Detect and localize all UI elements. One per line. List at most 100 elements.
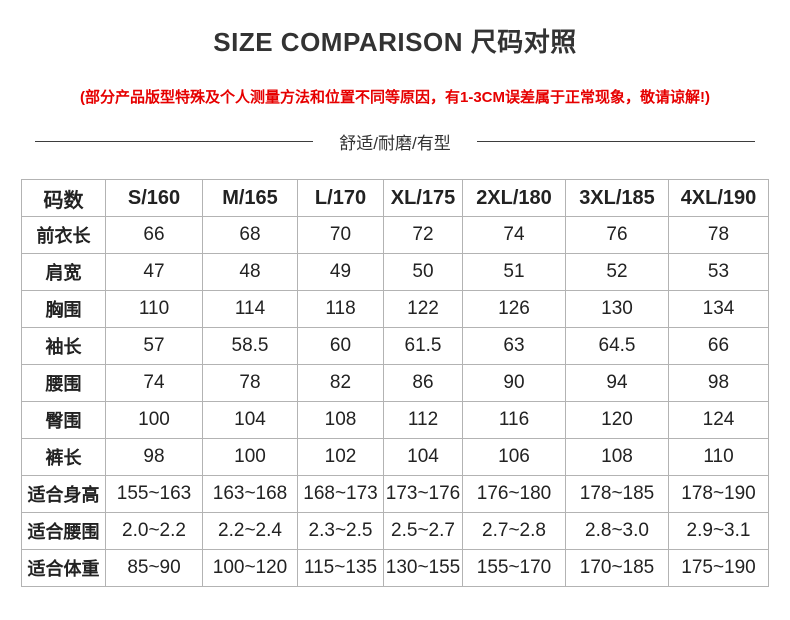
cell-value: 175~190 — [668, 549, 769, 587]
cell-value: 110 — [668, 438, 769, 476]
cell-value: 51 — [462, 253, 566, 291]
cell-value: 74 — [105, 364, 203, 402]
cell-value: 155~170 — [462, 549, 566, 587]
row-label: 袖长 — [21, 327, 106, 365]
table-row: 适合体重 85~90 100~120 115~135 130~155 155~170 170… — [21, 549, 769, 587]
cell-value: 98 — [105, 438, 203, 476]
column-header: 4XL/190 — [668, 179, 769, 217]
table-row: 肩宽 47 48 49 50 51 52 53 — [21, 253, 769, 291]
size-tolerance-note: (部分产品版型特殊及个人测量方法和位置不同等原因，有1-3CM误差属于正常现象，… — [80, 89, 710, 106]
cell-value: 82 — [297, 364, 384, 402]
corner-header: 码数 — [21, 179, 106, 217]
cell-value: 163~168 — [202, 475, 298, 513]
divider-line-right — [476, 141, 756, 142]
cell-value: 48 — [202, 253, 298, 291]
cell-value: 47 — [105, 253, 203, 291]
size-comparison-table: 码数 S/160 M/165 L/170 XL/175 2XL/180 3XL/185 4XL… — [21, 179, 769, 587]
cell-value: 70 — [297, 216, 384, 254]
cell-value: 155~163 — [105, 475, 203, 513]
cell-value: 52 — [565, 253, 669, 291]
cell-value: 130~155 — [383, 549, 463, 587]
cell-value: 126 — [462, 290, 566, 328]
cell-value: 63 — [462, 327, 566, 365]
cell-value: 170~185 — [565, 549, 669, 587]
row-label: 胸围 — [21, 290, 106, 328]
cell-value: 2.8~3.0 — [565, 512, 669, 550]
cell-value: 98 — [668, 364, 769, 402]
cell-value: 58.5 — [202, 327, 298, 365]
cell-value: 168~173 — [297, 475, 384, 513]
cell-value: 114 — [202, 290, 298, 328]
table-header-row: 码数 S/160 M/165 L/170 XL/175 2XL/180 3XL/185 4XL… — [21, 179, 769, 217]
row-label: 适合体重 — [21, 549, 106, 587]
row-label: 适合身高 — [21, 475, 106, 513]
table-row: 臀围 100 104 108 112 116 120 124 — [21, 401, 769, 439]
row-label: 裤长 — [21, 438, 106, 476]
table-row: 前衣长 66 68 70 72 74 76 78 — [21, 216, 769, 254]
cell-value: 66 — [105, 216, 203, 254]
cell-value: 124 — [668, 401, 769, 439]
divider-line-left — [35, 141, 314, 142]
column-header: S/160 — [105, 179, 203, 217]
cell-value: 90 — [462, 364, 566, 402]
cell-value: 49 — [297, 253, 384, 291]
row-label: 肩宽 — [21, 253, 106, 291]
cell-value: 100~120 — [202, 549, 298, 587]
cell-value: 57 — [105, 327, 203, 365]
cell-value: 116 — [462, 401, 566, 439]
cell-value: 66 — [668, 327, 769, 365]
cell-value: 108 — [565, 438, 669, 476]
cell-value: 60 — [297, 327, 384, 365]
cell-value: 2.7~2.8 — [462, 512, 566, 550]
cell-value: 176~180 — [462, 475, 566, 513]
column-header: L/170 — [297, 179, 384, 217]
cell-value: 85~90 — [105, 549, 203, 587]
section-divider: 舒适/耐磨/有型 — [35, 129, 756, 154]
cell-value: 86 — [383, 364, 463, 402]
cell-value: 53 — [668, 253, 769, 291]
cell-value: 94 — [565, 364, 669, 402]
cell-value: 100 — [105, 401, 203, 439]
column-header: M/165 — [202, 179, 298, 217]
cell-value: 2.5~2.7 — [383, 512, 463, 550]
cell-value: 110 — [105, 290, 203, 328]
table-row: 袖长 57 58.5 60 61.5 63 64.5 66 — [21, 327, 769, 365]
column-header: XL/175 — [383, 179, 463, 217]
cell-value: 122 — [383, 290, 463, 328]
row-label: 适合腰围 — [21, 512, 106, 550]
cell-value: 104 — [202, 401, 298, 439]
cell-value: 134 — [668, 290, 769, 328]
cell-value: 104 — [383, 438, 463, 476]
cell-value: 74 — [462, 216, 566, 254]
cell-value: 64.5 — [565, 327, 669, 365]
page-title: SIZE COMPARISON 尺码对照 — [213, 27, 577, 57]
cell-value: 76 — [565, 216, 669, 254]
cell-value: 2.2~2.4 — [202, 512, 298, 550]
table-row: 适合腰围 2.0~2.2 2.2~2.4 2.3~2.5 2.5~2.7 2.7~2.8 2… — [21, 512, 769, 550]
divider-label: 舒适/耐磨/有型 — [339, 134, 451, 153]
table-row: 适合身高 155~163 163~168 168~173 173~176 176~180 1… — [21, 475, 769, 513]
cell-value: 102 — [297, 438, 384, 476]
cell-value: 78 — [668, 216, 769, 254]
column-header: 2XL/180 — [462, 179, 566, 217]
cell-value: 106 — [462, 438, 566, 476]
cell-value: 118 — [297, 290, 384, 328]
cell-value: 120 — [565, 401, 669, 439]
table-row: 腰围 74 78 82 86 90 94 98 — [21, 364, 769, 402]
row-label: 前衣长 — [21, 216, 106, 254]
table-row: 胸围 110 114 118 122 126 130 134 — [21, 290, 769, 328]
column-header: 3XL/185 — [565, 179, 669, 217]
cell-value: 61.5 — [383, 327, 463, 365]
cell-value: 50 — [383, 253, 463, 291]
table-body: 前衣长 66 68 70 72 74 76 78 肩宽 47 48 49 50 51 52 53 胸围 110 11… — [21, 216, 769, 587]
cell-value: 2.3~2.5 — [297, 512, 384, 550]
row-label: 臀围 — [21, 401, 106, 439]
cell-value: 2.9~3.1 — [668, 512, 769, 550]
cell-value: 100 — [202, 438, 298, 476]
table-row: 裤长 98 100 102 104 106 108 110 — [21, 438, 769, 476]
cell-value: 78 — [202, 364, 298, 402]
cell-value: 68 — [202, 216, 298, 254]
cell-value: 72 — [383, 216, 463, 254]
cell-value: 178~185 — [565, 475, 669, 513]
